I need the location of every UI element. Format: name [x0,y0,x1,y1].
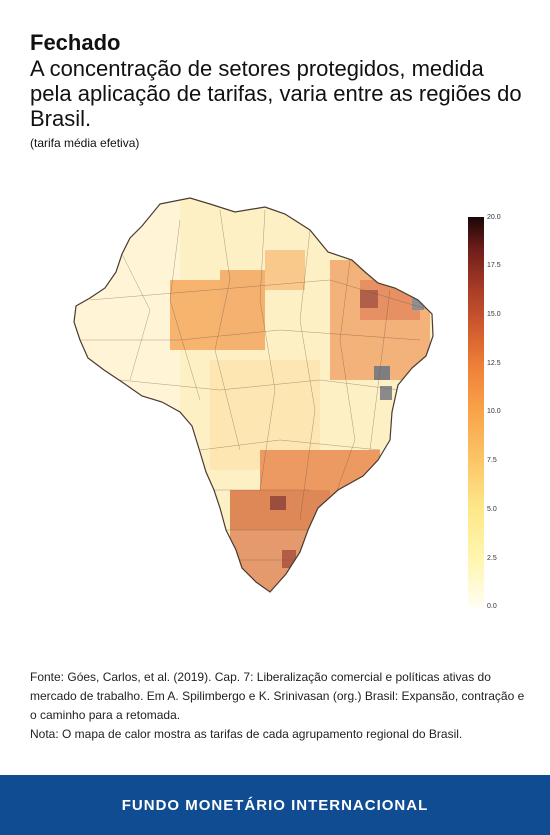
banner-label: FUNDO MONETÁRIO INTERNACIONAL [121,796,429,814]
footer-notes: Fonte: Góes, Carlos, et al. (2019). Cap.… [30,668,525,744]
imf-banner: FUNDO MONETÁRIO INTERNACIONAL [0,775,550,835]
colorbar [468,217,484,607]
source-text: Fonte: Góes, Carlos, et al. (2019). Cap.… [30,670,525,722]
legend-tick: 15.0 [487,311,501,318]
brazil-heat-map [60,190,460,630]
note-text: Nota: O mapa de calor mostra as tarifas … [30,727,463,741]
legend-tick: 20.0 [487,214,501,221]
legend-tick: 12.5 [487,360,501,367]
unit-note: (tarifa média efetiva) [30,136,140,150]
legend-tick: 5.0 [487,506,497,513]
region-fill-layer [74,198,433,592]
page-subtitle: A concentração de setores protegidos, me… [30,56,522,131]
legend-tick: 0.0 [487,603,497,610]
page-title: Fechado [30,30,121,55]
legend-tick: 10.0 [487,408,501,415]
brazil-map-svg [73,197,434,593]
legend-tick: 17.5 [487,262,501,269]
color-legend: 20.0 17.5 15.0 12.5 10.0 7.5 5.0 2.5 0.0 [466,214,536,614]
header: Fechado A concentração de setores proteg… [30,30,530,151]
legend-tick: 7.5 [487,457,497,464]
legend-tick: 2.5 [487,555,497,562]
